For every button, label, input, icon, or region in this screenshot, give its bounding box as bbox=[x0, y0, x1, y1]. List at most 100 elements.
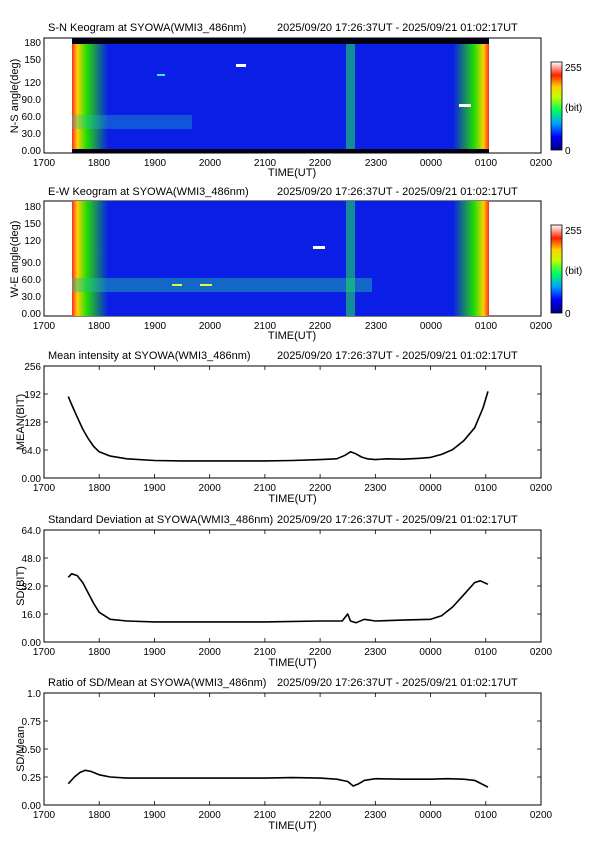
line-chart-panels: Mean intensity at SYOWA(WMI3_486nm) 2025/… bbox=[15, 350, 553, 832]
y-tick-label: 0.00 bbox=[22, 801, 42, 812]
y-tick-label: 60.0 bbox=[22, 112, 42, 123]
x-tick-label: 2300 bbox=[364, 647, 387, 658]
x-tick-label: 1700 bbox=[33, 483, 56, 494]
y-tick-label: 16.0 bbox=[22, 610, 42, 621]
sn-keogram-y-axis: 0.00 30.0 60.0 90.0 120 150 180 N-S angl… bbox=[9, 38, 41, 157]
ew-keogram-colorbar: 255 (bit) 0 bbox=[550, 224, 582, 320]
sn-keogram-title: S-N Keogram at SYOWA(WMI3_486nm) bbox=[48, 22, 246, 34]
x-tick-label: 1900 bbox=[144, 158, 167, 169]
colorbar-unit-label: (bit) bbox=[565, 103, 582, 114]
y-tick-label: 120 bbox=[24, 78, 41, 89]
y-tick-label: 180 bbox=[24, 38, 41, 49]
y-tick-label: 1.0 bbox=[27, 689, 41, 700]
x-tick-label: 2000 bbox=[199, 483, 222, 494]
x-tick-label: 2200 bbox=[309, 810, 332, 821]
ew-keogram-time-span: 2025/09/20 17:26:37UT - 2025/09/21 01:02… bbox=[277, 186, 518, 198]
x-tick-label: 2100 bbox=[254, 321, 277, 332]
x-tick-label: 1800 bbox=[88, 321, 111, 332]
x-tick-label: 1700 bbox=[33, 321, 56, 332]
y-tick-label: 90.0 bbox=[22, 258, 42, 269]
sn-keogram-bright-spot bbox=[157, 74, 165, 76]
ew-keogram-bright-spot bbox=[200, 284, 212, 286]
x-tick-label: 2000 bbox=[199, 158, 222, 169]
y-tick-label: 64.0 bbox=[22, 526, 42, 537]
y-tick-label: 150 bbox=[24, 219, 41, 230]
colorbar-gradient bbox=[550, 224, 563, 314]
sn-keogram-top-band bbox=[72, 38, 489, 44]
y-tick-label: 0.75 bbox=[22, 717, 42, 728]
y-tick-label: 30.0 bbox=[22, 292, 42, 303]
sn-keogram-bright-spot bbox=[236, 64, 246, 67]
x-tick-label: 1800 bbox=[88, 810, 111, 821]
y-tick-label: 180 bbox=[24, 202, 41, 213]
ew-keogram-xlabel: TIME(UT) bbox=[268, 330, 316, 342]
x-tick-label: 1800 bbox=[88, 158, 111, 169]
ew-keogram-lower-band bbox=[72, 278, 372, 292]
x-tick-label: 2000 bbox=[199, 321, 222, 332]
colorbar-min-label: 0 bbox=[565, 309, 571, 320]
y-tick-label: 120 bbox=[24, 236, 41, 247]
ew-keogram-right-edge bbox=[453, 201, 489, 316]
x-tick-label: 0000 bbox=[420, 158, 443, 169]
x-tick-label: 1900 bbox=[144, 321, 167, 332]
colorbar-min-label: 0 bbox=[565, 146, 571, 157]
ratio-chart-xlabel: TIME(UT) bbox=[268, 820, 316, 832]
x-tick-label: 2300 bbox=[365, 321, 388, 332]
x-tick-label: 2200 bbox=[309, 321, 332, 332]
sn-keogram-left-edge bbox=[72, 44, 108, 149]
x-tick-label: 0000 bbox=[420, 321, 443, 332]
x-tick-label: 1900 bbox=[143, 810, 166, 821]
sd-chart-time-span: 2025/09/20 17:26:37UT - 2025/09/21 01:02… bbox=[277, 514, 518, 526]
x-tick-label: 0200 bbox=[530, 647, 553, 658]
ratio-series-line bbox=[67, 769, 489, 788]
colorbar-max-label: 255 bbox=[565, 226, 582, 237]
x-tick-label: 2000 bbox=[199, 647, 222, 658]
x-tick-label: 0200 bbox=[530, 158, 553, 169]
sn-keogram-background bbox=[72, 38, 489, 153]
x-tick-label: 1800 bbox=[88, 483, 111, 494]
sn-keogram-panel: S-N Keogram at SYOWA(WMI3_486nm) 2025/09… bbox=[9, 22, 582, 179]
y-tick-label: 60.0 bbox=[22, 275, 42, 286]
y-tick-label: 150 bbox=[24, 55, 41, 66]
ew-keogram-panel: E-W Keogram at SYOWA(WMI3_486nm) 2025/09… bbox=[9, 186, 582, 342]
x-tick-label: 2200 bbox=[309, 158, 332, 169]
ratio-chart-ylabel: SD/Mean bbox=[15, 726, 27, 772]
x-tick-label: 0000 bbox=[419, 647, 442, 658]
sd-chart-xlabel: TIME(UT) bbox=[268, 657, 316, 669]
y-tick-label: 32.0 bbox=[22, 582, 42, 593]
ratio-chart-title: Ratio of SD/Mean at SYOWA(WMI3_486nm) bbox=[48, 677, 266, 689]
y-tick-label: 0.00 bbox=[22, 309, 42, 320]
mean-chart-panel: Mean intensity at SYOWA(WMI3_486nm) 2025/… bbox=[15, 350, 553, 505]
sn-keogram-bright-spot bbox=[459, 104, 471, 107]
x-tick-label: 0000 bbox=[419, 483, 442, 494]
y-tick-label: 0.50 bbox=[22, 745, 42, 756]
colorbar-gradient bbox=[550, 61, 563, 151]
x-tick-label: 0100 bbox=[475, 647, 498, 658]
mean-series-line bbox=[67, 391, 489, 462]
x-tick-label: 2300 bbox=[364, 483, 387, 494]
sn-keogram-lower-band bbox=[72, 115, 192, 129]
ew-keogram-title: E-W Keogram at SYOWA(WMI3_486nm) bbox=[48, 186, 249, 198]
y-tick-label: 0.00 bbox=[22, 638, 42, 649]
ew-keogram-bright-spot bbox=[172, 284, 182, 286]
ew-keogram-ylabel: W-E angle(deg) bbox=[9, 221, 21, 298]
y-tick-label: 0.00 bbox=[22, 146, 42, 157]
x-tick-label: 2100 bbox=[254, 483, 277, 494]
ew-keogram-background bbox=[72, 201, 489, 316]
ratio-chart-time-span: 2025/09/20 17:26:37UT - 2025/09/21 01:02… bbox=[277, 677, 518, 689]
ew-keogram-x-axis: 1700 1800 1900 2000 2100 2200 2300 0000 … bbox=[33, 321, 553, 342]
ew-keogram-left-edge bbox=[72, 201, 108, 316]
y-tick-label: 30.0 bbox=[22, 129, 42, 140]
x-tick-label: 1900 bbox=[143, 647, 166, 658]
y-tick-label: 192 bbox=[24, 390, 41, 401]
sn-keogram-heatmap bbox=[72, 38, 489, 153]
ew-keogram-y-axis: 0.00 30.0 60.0 90.0 120 150 180 W-E angl… bbox=[9, 202, 41, 320]
ew-keogram-heatmap bbox=[72, 201, 489, 316]
sn-keogram-vertical-streak bbox=[346, 44, 355, 149]
y-tick-label: 256 bbox=[24, 362, 41, 373]
sd-chart-frame bbox=[43, 529, 542, 643]
x-tick-label: 1700 bbox=[33, 810, 56, 821]
x-tick-label: 1800 bbox=[88, 647, 111, 658]
x-tick-label: 2100 bbox=[254, 158, 277, 169]
ratio-chart-panel: Ratio of SD/Mean at SYOWA(WMI3_486nm) 202… bbox=[15, 677, 553, 832]
